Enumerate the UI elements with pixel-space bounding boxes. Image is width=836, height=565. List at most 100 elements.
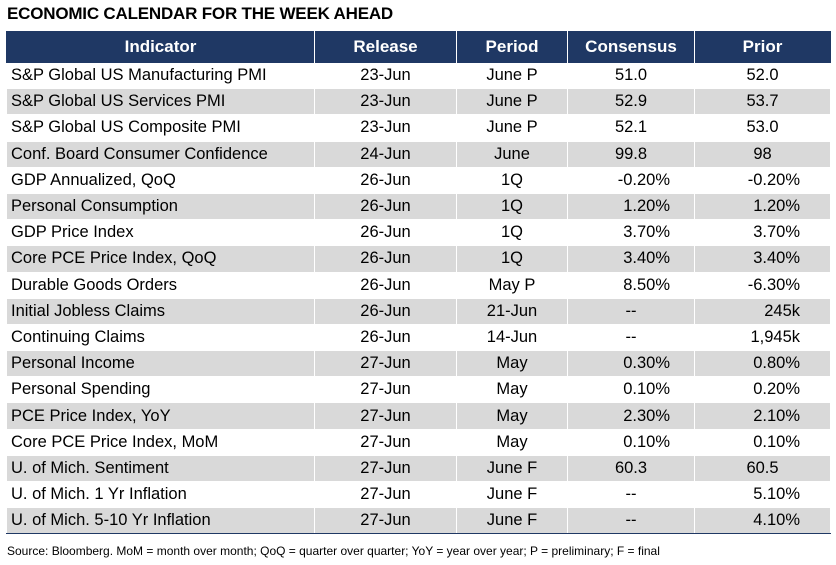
cell-consensus: 52.1 (567, 114, 695, 142)
cell-release: 27-Jun (314, 429, 457, 456)
cell-period: May (456, 402, 568, 430)
cell-release: 26-Jun (314, 272, 457, 299)
column-header-consensus: Consensus (567, 31, 695, 63)
cell-indicator: U. of Mich. 1 Yr Inflation (6, 481, 315, 509)
cell-indicator: S&P Global US Manufacturing PMI (6, 63, 315, 90)
cell-period: 1Q (456, 193, 568, 221)
table-row: U. of Mich. Sentiment 27-Jun June F 60.3 60.… (6, 455, 831, 483)
cell-consensus: 0.10% (567, 376, 695, 404)
cell-consensus: 51.0 (567, 63, 695, 90)
cell-release: 26-Jun (314, 245, 457, 273)
source-note: Source: Bloomberg. MoM = month over mont… (7, 544, 660, 558)
table-row: S&P Global US Manufacturing PMI 23-Jun Jun… (6, 63, 831, 90)
table-row: GDP Price Index 26-Jun 1Q 3.70% 3.70% (6, 219, 831, 247)
cell-release: 26-Jun (314, 324, 457, 352)
cell-prior: 245k (694, 298, 831, 325)
table-row: Durable Goods Orders 26-Jun May P 8.50% -6.3… (6, 272, 831, 299)
cell-prior: 2.10% (694, 402, 831, 430)
column-header-prior: Prior (694, 31, 831, 63)
column-header-period: Period (456, 31, 568, 63)
cell-consensus: 2.30% (567, 402, 695, 430)
cell-release: 26-Jun (314, 298, 457, 325)
table-row: Core PCE Price Index, MoM 27-Jun May 0.10% 0… (6, 429, 831, 456)
cell-indicator: Core PCE Price Index, QoQ (6, 245, 315, 273)
cell-period: June F (456, 455, 568, 483)
table-row: Continuing Claims 26-Jun 14-Jun -- 1,945k (6, 324, 831, 352)
cell-consensus: -- (567, 507, 695, 535)
cell-consensus: 3.40% (567, 245, 695, 273)
cell-prior: 3.40% (694, 245, 831, 273)
cell-consensus: -- (567, 481, 695, 509)
cell-indicator: Continuing Claims (6, 324, 315, 352)
table-row: Conf. Board Consumer Confidence 24-Jun Jun… (6, 141, 831, 168)
cell-prior: 52.0 (694, 63, 831, 90)
cell-indicator: Initial Jobless Claims (6, 298, 315, 325)
column-header-indicator: Indicator (6, 31, 315, 63)
cell-consensus: 8.50% (567, 272, 695, 299)
cell-release: 27-Jun (314, 402, 457, 430)
cell-indicator: PCE Price Index, YoY (6, 402, 315, 430)
cell-period: June P (456, 114, 568, 142)
cell-indicator: GDP Price Index (6, 219, 315, 247)
cell-release: 27-Jun (314, 507, 457, 535)
cell-indicator: Core PCE Price Index, MoM (6, 429, 315, 456)
cell-period: 1Q (456, 245, 568, 273)
cell-indicator: U. of Mich. 5-10 Yr Inflation (6, 507, 315, 535)
table-row: GDP Annualized, QoQ 26-Jun 1Q -0.20% -0.20% (6, 167, 831, 194)
cell-indicator: Personal Spending (6, 376, 315, 404)
page-title: ECONOMIC CALENDAR FOR THE WEEK AHEAD (7, 4, 393, 23)
cell-period: June F (456, 481, 568, 509)
cell-consensus: 99.8 (567, 141, 695, 168)
cell-release: 24-Jun (314, 141, 457, 168)
cell-indicator: S&P Global US Composite PMI (6, 114, 315, 142)
table-row: Initial Jobless Claims 26-Jun 21-Jun -- 245k (6, 298, 831, 325)
cell-release: 23-Jun (314, 88, 457, 116)
cell-period: June P (456, 88, 568, 116)
cell-consensus: -- (567, 324, 695, 352)
cell-period: May (456, 429, 568, 456)
table-row: U. of Mich. 5-10 Yr Inflation 27-Jun June … (6, 507, 831, 535)
cell-consensus: 0.30% (567, 350, 695, 378)
table-row: Core PCE Price Index, QoQ 26-Jun 1Q 3.40% 3.… (6, 245, 831, 273)
cell-consensus: 52.9 (567, 88, 695, 116)
cell-prior: 4.10% (694, 507, 831, 535)
cell-period: 14-Jun (456, 324, 568, 352)
table-header-row: Indicator Release Period Consensus Prior (6, 31, 831, 63)
cell-prior: 98 (694, 141, 831, 168)
table-row: Personal Consumption 26-Jun 1Q 1.20% 1.20% (6, 193, 831, 221)
cell-prior: 5.10% (694, 481, 831, 509)
cell-period: May (456, 350, 568, 378)
cell-indicator: Conf. Board Consumer Confidence (6, 141, 315, 168)
cell-indicator: S&P Global US Services PMI (6, 88, 315, 116)
cell-release: 27-Jun (314, 481, 457, 509)
cell-period: May P (456, 272, 568, 299)
cell-prior: 3.70% (694, 219, 831, 247)
cell-period: June F (456, 507, 568, 535)
cell-indicator: Durable Goods Orders (6, 272, 315, 299)
table-row: Personal Spending 27-Jun May 0.10% 0.20% (6, 376, 831, 404)
cell-prior: 53.7 (694, 88, 831, 116)
cell-release: 26-Jun (314, 193, 457, 221)
cell-prior: 0.80% (694, 350, 831, 378)
cell-release: 23-Jun (314, 114, 457, 142)
table-row: PCE Price Index, YoY 27-Jun May 2.30% 2.10% (6, 402, 831, 430)
economic-calendar-table: Indicator Release Period Consensus Prior… (6, 31, 831, 535)
cell-prior: 1,945k (694, 324, 831, 352)
cell-period: June (456, 141, 568, 168)
cell-consensus: 60.3 (567, 455, 695, 483)
cell-period: May (456, 376, 568, 404)
cell-prior: 0.10% (694, 429, 831, 456)
cell-consensus: -- (567, 298, 695, 325)
table-row: U. of Mich. 1 Yr Inflation 27-Jun June F --… (6, 481, 831, 509)
cell-release: 26-Jun (314, 219, 457, 247)
table-row: S&P Global US Services PMI 23-Jun June P 52… (6, 88, 831, 116)
cell-release: 23-Jun (314, 63, 457, 90)
cell-prior: 53.0 (694, 114, 831, 142)
cell-consensus: 0.10% (567, 429, 695, 456)
cell-prior: -6.30% (694, 272, 831, 299)
cell-period: 21-Jun (456, 298, 568, 325)
cell-consensus: -0.20% (567, 167, 695, 194)
cell-indicator: Personal Consumption (6, 193, 315, 221)
cell-period: 1Q (456, 167, 568, 194)
